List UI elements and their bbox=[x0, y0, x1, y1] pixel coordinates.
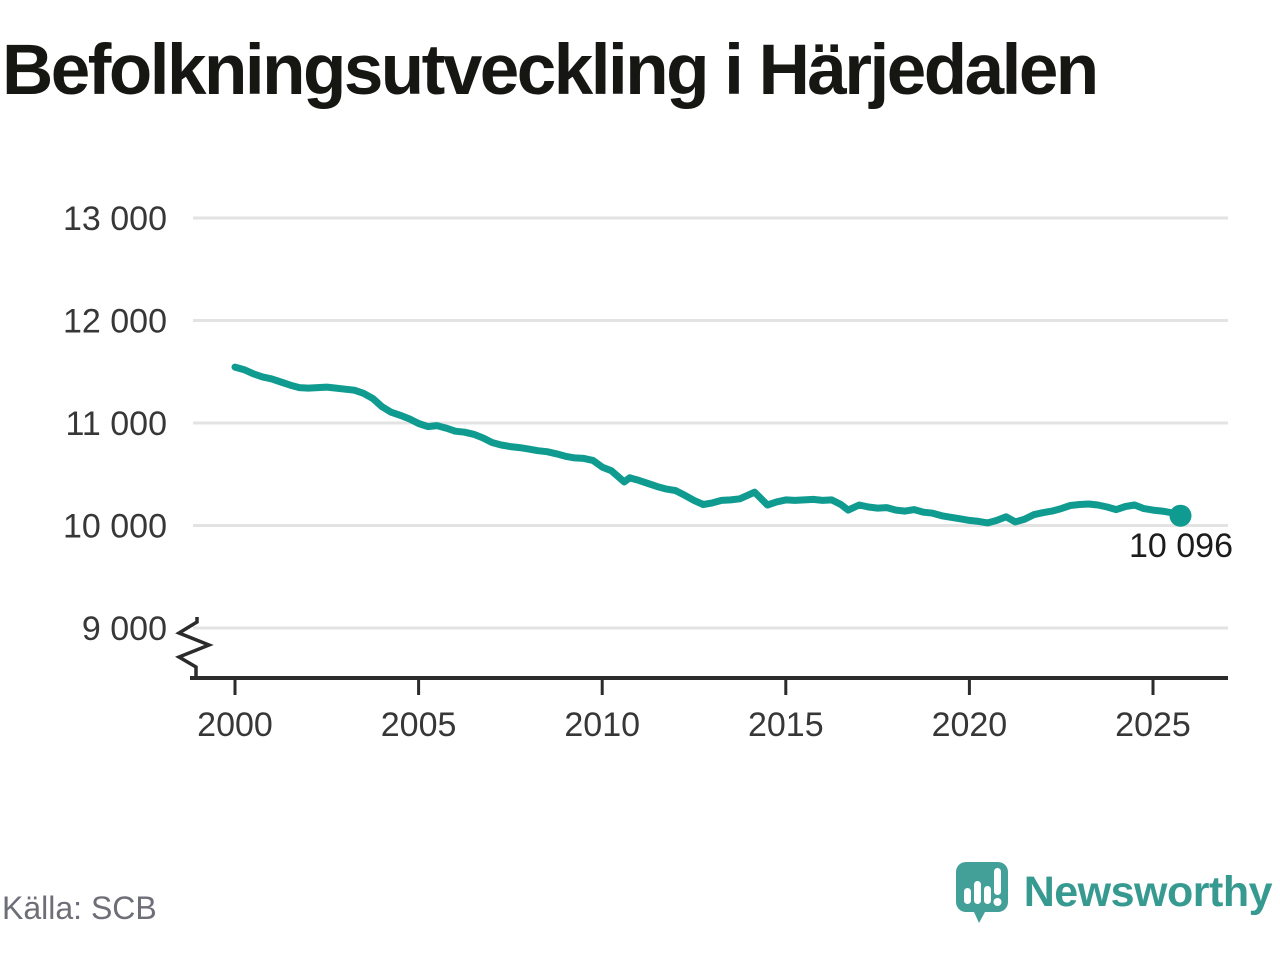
y-tick-label: 10 000 bbox=[63, 508, 167, 546]
x-tick-label: 2020 bbox=[932, 706, 1008, 744]
x-tick-label: 2010 bbox=[564, 706, 640, 744]
latest-value-dot bbox=[1169, 504, 1192, 527]
y-axis-labels: 13 000 12 000 11 000 10 000 9 000 bbox=[63, 200, 167, 648]
latest-point-dot bbox=[1169, 504, 1192, 527]
bar-small bbox=[963, 888, 971, 904]
y-tick-label: 13 000 bbox=[63, 200, 167, 238]
latest-value-label: 10 096 bbox=[1129, 527, 1233, 565]
y-tick-label: 11 000 bbox=[66, 405, 167, 443]
newsworthy-wordmark: Newsworthy bbox=[1023, 867, 1273, 916]
latest-value-text: 10 096 bbox=[1129, 527, 1233, 565]
bar-medium bbox=[983, 886, 991, 904]
axis-break-zigzag bbox=[175, 617, 214, 678]
x-tick-label: 2000 bbox=[197, 706, 273, 744]
newsworthy-logo: Newsworthy bbox=[952, 858, 1273, 926]
population-series-line bbox=[231, 363, 1184, 527]
x-axis-labels: 2000 2005 2010 2015 2020 2025 bbox=[197, 706, 1191, 744]
population-line bbox=[231, 363, 1184, 527]
y-tick-label: 12 000 bbox=[63, 303, 167, 341]
source-label: Källa: SCB bbox=[2, 890, 157, 926]
exclamation-dot bbox=[993, 898, 1002, 906]
x-tick-label: 2025 bbox=[1115, 706, 1191, 744]
y-axis-break-zigzag bbox=[175, 617, 214, 678]
bar-tall bbox=[973, 881, 981, 904]
x-tick-label: 2005 bbox=[381, 706, 457, 744]
chart-title: Befolkningsutveckling i Härjedalen bbox=[2, 31, 1099, 110]
newsworthy-logo-icon bbox=[955, 862, 1008, 923]
x-axis bbox=[190, 676, 1228, 695]
gridlines bbox=[193, 216, 1228, 630]
bar-chart-glyph bbox=[963, 868, 1002, 906]
x-tick-label: 2015 bbox=[748, 706, 824, 744]
exclamation-bar bbox=[993, 868, 1001, 895]
y-tick-label: 9 000 bbox=[82, 610, 167, 648]
